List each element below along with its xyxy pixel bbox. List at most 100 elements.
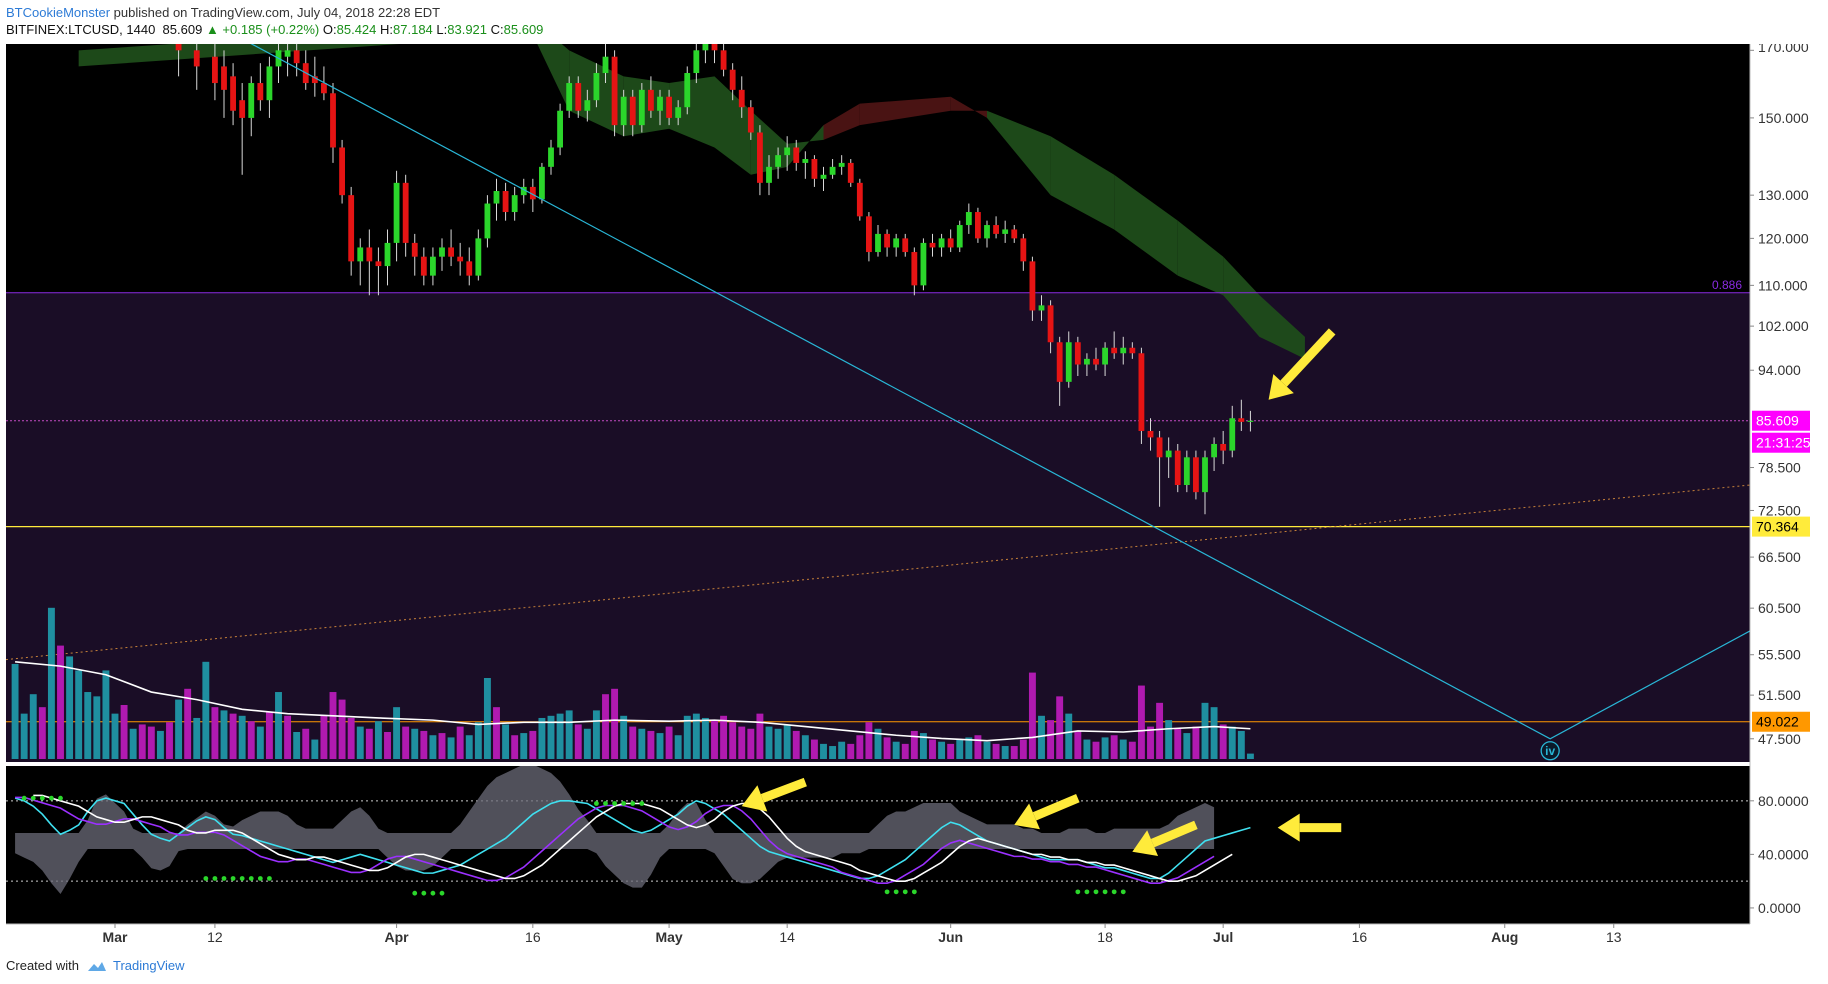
- volume-bar: [711, 720, 718, 759]
- volume-bar: [965, 737, 973, 759]
- osc-signal-dot: [221, 876, 227, 881]
- volume-bar: [511, 735, 519, 759]
- volume-bar: [592, 710, 600, 759]
- volume-bar: [547, 715, 555, 759]
- volume-bar: [138, 724, 146, 759]
- oscillator-axis[interactable]: 80.0000 40.0000 0.0000: [1750, 793, 1809, 916]
- volume-bar: [1210, 707, 1218, 759]
- candle-body: [393, 182, 400, 243]
- price-tick-label: 60.500: [1758, 600, 1801, 616]
- chart-header: BTCookieMonster published on TradingView…: [0, 0, 1828, 44]
- low-value: 83.921: [447, 22, 488, 37]
- volume-bar: [1083, 739, 1091, 759]
- volume-bar: [738, 726, 746, 759]
- oscillator-pane[interactable]: [6, 764, 1750, 896]
- last-price-badge-bg: [1752, 410, 1810, 431]
- volume-bar: [874, 728, 882, 759]
- osc-tick-label: 0.0000: [1758, 900, 1801, 916]
- ichimoku-cloud-segment: [987, 110, 1051, 196]
- volume-bar: [384, 732, 391, 759]
- volume-bar: [1074, 730, 1082, 759]
- osc-signal-dot: [30, 795, 36, 801]
- volume-bar: [1028, 672, 1036, 759]
- candle-body: [1229, 418, 1236, 451]
- arrow-head: [1268, 374, 1294, 400]
- price-tick-label: 72.500: [1758, 502, 1801, 518]
- volume-ma-line: [15, 661, 1251, 742]
- candle-body: [175, 44, 182, 51]
- volume-bar: [529, 730, 537, 759]
- ichimoku-cloud-segment: [950, 96, 987, 118]
- osc-signal-dot: [612, 801, 617, 806]
- wave-label-circle: [1540, 741, 1560, 761]
- volume-bar: [1228, 726, 1236, 759]
- volume-bar: [665, 726, 673, 759]
- author-link[interactable]: BTCookieMonster: [6, 5, 111, 20]
- volume-bar: [320, 715, 328, 759]
- candle-body: [893, 238, 900, 248]
- volume-bar: [983, 741, 991, 759]
- candle-body: [1029, 261, 1036, 311]
- volume-bar: [211, 707, 219, 759]
- candle-body: [666, 96, 672, 118]
- footer: Created with TradingView: [0, 948, 1828, 984]
- volume-bar: [1038, 715, 1045, 759]
- ltcusd-chart[interactable]: 0.886 iv 170.000 150.000 130.000 120.000 110.…: [0, 44, 1828, 948]
- price-tick-label: 55.500: [1758, 647, 1801, 663]
- price-tick-label: 150.000: [1758, 110, 1809, 126]
- price-axis[interactable]: 170.000 150.000 130.000 120.000 110.000 102.0…: [1749, 44, 1811, 924]
- volume-bar: [111, 713, 119, 759]
- time-axis[interactable]: Mar 12 Apr 16 May 14 Jun 18 Jul 16 Aug 13: [6, 923, 1750, 945]
- symbol-label: BITFINEX:LTCUSD, 1440: [6, 22, 156, 37]
- volume-bar: [1110, 735, 1118, 759]
- volume-bar: [402, 726, 410, 759]
- osc-signal-dot: [884, 889, 890, 895]
- candle-body: [1074, 342, 1081, 365]
- candle-body: [729, 69, 736, 90]
- candle-body: [248, 83, 255, 118]
- time-tick-label: Jun: [938, 929, 963, 945]
- volume-bar: [102, 670, 110, 759]
- candle-body: [793, 147, 800, 163]
- countdown-badge: 21:31:25: [1756, 435, 1811, 451]
- candle-body: [439, 247, 445, 257]
- tradingview-cloud-icon: [87, 961, 106, 971]
- volume-bar: [302, 728, 310, 759]
- candle-body: [829, 166, 836, 175]
- volume-ma-badge: 49.022: [1756, 714, 1799, 730]
- osc-signal-dot: [902, 889, 908, 895]
- candle-body: [339, 147, 345, 196]
- volume-bar: [1246, 753, 1254, 759]
- yellow-arrow: [1268, 328, 1336, 400]
- volume-bar: [1128, 741, 1136, 759]
- volume-bar: [202, 661, 210, 759]
- osc-signal-dot: [630, 801, 636, 806]
- osc-signal-dot: [639, 801, 645, 806]
- candle-body: [975, 212, 981, 239]
- candle-body: [866, 216, 872, 253]
- price-tick-label: 130.000: [1758, 187, 1809, 203]
- volume-bar: [184, 688, 192, 759]
- ichimoku-cloud-segment: [823, 103, 860, 140]
- volume-bar: [919, 733, 927, 759]
- volume-bar: [1156, 702, 1164, 759]
- candle-body: [1129, 347, 1136, 354]
- volume-bar: [992, 743, 1000, 759]
- yellow-arrow: [1277, 813, 1342, 842]
- price-pane[interactable]: 0.886 iv: [6, 44, 1750, 762]
- price-tick-label: 110.000: [1758, 277, 1808, 293]
- last-price-badge: 85.609: [1756, 413, 1799, 429]
- volume-bar: [347, 717, 355, 759]
- candle-body: [838, 162, 845, 167]
- candle-body: [965, 212, 972, 226]
- volume-bar: [420, 730, 428, 759]
- osc-signal-dot: [911, 889, 917, 895]
- volume-bar: [47, 607, 55, 759]
- volume-bar: [683, 715, 691, 759]
- volume-bar: [783, 724, 791, 759]
- tradingview-link[interactable]: TradingView: [112, 958, 185, 973]
- candle-body: [575, 83, 582, 111]
- volume-bar: [892, 741, 900, 759]
- candle-body: [1202, 457, 1208, 493]
- volume-bar: [75, 670, 83, 759]
